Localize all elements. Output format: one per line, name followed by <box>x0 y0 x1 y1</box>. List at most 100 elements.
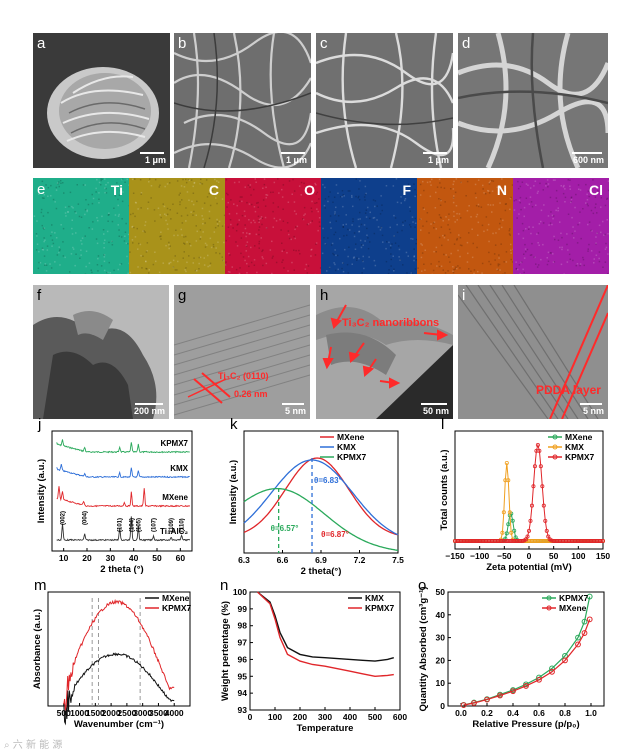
zeta-point <box>574 539 579 544</box>
x-tick-label: 600 <box>393 712 407 722</box>
zeta-point <box>593 539 598 544</box>
scalebar-d <box>572 152 602 154</box>
zeta-point <box>500 530 505 535</box>
bet-point <box>536 676 542 683</box>
zeta-point <box>461 539 466 544</box>
zeta-point <box>470 539 475 544</box>
zeta-point <box>498 537 503 542</box>
bet-point <box>575 634 581 641</box>
x-tick-label: 4000 <box>165 708 184 718</box>
zeta-point <box>500 539 505 544</box>
chart-m: 500 1000150020002500300035004000Wavenumbe… <box>32 577 192 730</box>
x-axis-label: Wavenumber (cm⁻¹) <box>74 719 164 730</box>
zeta-point <box>506 478 511 483</box>
eds-container: Ti C O F N Cl <box>33 178 609 274</box>
zeta-point <box>532 539 537 544</box>
zeta-point <box>552 538 557 543</box>
panel-letter-i: i <box>462 287 466 304</box>
zeta-point <box>518 538 523 543</box>
scalebar-h <box>421 403 447 405</box>
y-tick-label: 94 <box>238 688 248 698</box>
zeta-point <box>484 539 489 544</box>
eds-map-c: C <box>129 178 225 274</box>
zeta-point <box>497 539 502 544</box>
legend-entry: KMX <box>565 442 584 452</box>
xrd-peak-label: (004) <box>83 511 89 525</box>
zeta-point <box>504 460 509 465</box>
y-tick-label: 99 <box>238 604 248 614</box>
zeta-point <box>488 539 493 544</box>
plot-frame <box>243 430 399 554</box>
zeta-point <box>598 539 603 544</box>
zeta-point <box>485 539 490 544</box>
zeta-point <box>524 537 529 542</box>
sem-image-b <box>174 33 311 168</box>
zeta-point <box>516 538 521 543</box>
eds-map-n: N <box>417 178 513 274</box>
x-tick-label: 1.0 <box>585 708 597 718</box>
x-tick-label: 0.6 <box>533 708 545 718</box>
legend-entry: KPMX7 <box>565 452 595 462</box>
zeta-point <box>581 539 586 544</box>
legend-marker <box>552 454 558 460</box>
plot-frame <box>454 430 604 550</box>
xrd-peak-label: (101) <box>118 518 124 532</box>
zeta-point <box>491 539 496 544</box>
zeta-point <box>534 448 539 453</box>
x-tick-label: −150 <box>445 551 464 561</box>
xrd-peak-label: (107) <box>152 518 158 532</box>
zeta-point <box>460 539 465 544</box>
zeta-point <box>481 539 486 544</box>
sem-image-a <box>33 33 170 168</box>
xrd-curve-2 <box>56 486 191 508</box>
zeta-point <box>454 539 459 544</box>
x-tick-label: −50 <box>497 551 512 561</box>
scalebar-label-d: 600 nm <box>572 155 604 165</box>
xrd-peak-label: (109) <box>169 518 175 532</box>
zeta-point <box>497 538 502 543</box>
sem-panel-c: c 1 μm <box>316 33 453 168</box>
scalebar-label-i: 5 nm <box>582 406 604 416</box>
x-tick-label: 0.4 <box>507 708 519 718</box>
zeta-point <box>553 538 558 543</box>
zeta-point <box>518 538 523 543</box>
x-tick-label: 30 <box>106 553 116 563</box>
watermark: ⌕ 六 新 能 源 <box>4 740 63 751</box>
tem-image-i <box>458 285 608 419</box>
plot-frame <box>47 591 191 707</box>
panel-letter-o: o <box>418 577 426 594</box>
zeta-point <box>561 539 566 544</box>
zeta-point <box>550 539 555 544</box>
zeta-point <box>543 539 548 544</box>
xrd-curve-0 <box>56 439 190 454</box>
zeta-point <box>485 539 490 544</box>
y-tick-label: 95 <box>238 671 248 681</box>
bet-point <box>562 652 568 659</box>
sem-panel-d: d 600 nm <box>458 33 608 168</box>
legend-entry: MXene <box>337 432 365 442</box>
zeta-point <box>532 464 537 469</box>
zeta-point <box>469 539 474 544</box>
bet-point <box>581 630 588 636</box>
ftir-curve-kpmx7 <box>63 598 175 711</box>
zeta-point <box>529 539 534 544</box>
tem-panel-f: f 200 nm <box>33 285 169 419</box>
chart-j: 10 20 30 40 50 602 theta (°)Intensity (a.u.)j… <box>36 416 193 575</box>
bet-point <box>460 701 467 708</box>
y-tick-label: 96 <box>238 654 248 664</box>
zeta-point <box>461 539 466 544</box>
eds-map-o: O <box>225 178 321 274</box>
zeta-point <box>578 539 583 544</box>
zeta-point <box>553 539 558 544</box>
zeta-point <box>571 539 576 544</box>
zeta-point <box>544 528 549 533</box>
zeta-point <box>552 539 557 544</box>
zeta-point <box>590 539 595 544</box>
zeta-point <box>475 539 480 544</box>
zeta-point <box>472 539 477 544</box>
zeta-point <box>601 539 606 544</box>
zeta-point <box>503 478 508 483</box>
bet-point <box>575 641 581 648</box>
x-tick-label: 100 <box>571 551 585 561</box>
zeta-point <box>473 539 478 544</box>
